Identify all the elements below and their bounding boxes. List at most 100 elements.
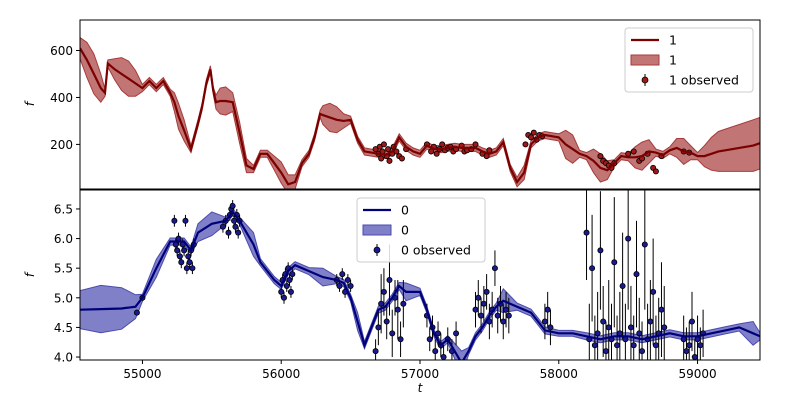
observed-point bbox=[686, 342, 693, 349]
mean-line bbox=[80, 210, 760, 360]
observed-point bbox=[393, 148, 400, 155]
x-axis-label: t bbox=[418, 381, 424, 395]
observed-point bbox=[433, 150, 440, 157]
observed-point bbox=[647, 318, 654, 325]
observed-point bbox=[232, 223, 239, 230]
top-legend: 1 1 1 observed bbox=[624, 27, 754, 93]
y-tick-label: 4.0 bbox=[54, 351, 73, 365]
observed-point bbox=[480, 300, 487, 307]
observed-point bbox=[394, 306, 401, 313]
observed-point bbox=[372, 348, 379, 355]
observed-point bbox=[622, 336, 629, 343]
observed-point bbox=[174, 247, 181, 254]
observed-point bbox=[400, 300, 407, 307]
x-tick-label: 58000 bbox=[540, 367, 578, 381]
observed-point bbox=[181, 247, 188, 254]
observed-point bbox=[600, 318, 607, 325]
observed-point bbox=[283, 282, 290, 289]
x-tick-label: 56000 bbox=[262, 367, 300, 381]
bottom-panel: 4.04.55.05.56.06.5 55000 56000 57000 58000 5… bbox=[23, 189, 761, 395]
top-y-axis-label: f bbox=[23, 100, 37, 106]
observed-point bbox=[589, 265, 596, 272]
observed-point bbox=[176, 253, 183, 260]
observed-point bbox=[689, 318, 696, 325]
observed-point bbox=[602, 348, 609, 355]
bottom-legend: 0 0 0 observed bbox=[356, 197, 486, 263]
observed-point bbox=[597, 153, 604, 160]
bottom-x-ticks: 55000 56000 57000 58000 59000 bbox=[123, 360, 717, 381]
observed-point bbox=[583, 229, 590, 236]
observed-point bbox=[278, 288, 285, 295]
observed-point bbox=[472, 141, 479, 148]
observed-point bbox=[594, 330, 601, 337]
x-tick-label: 57000 bbox=[401, 367, 439, 381]
observed-point bbox=[650, 288, 657, 295]
observed-point bbox=[625, 150, 632, 157]
top-axes-frame bbox=[79, 19, 761, 190]
observed-point bbox=[503, 306, 510, 313]
observed-point bbox=[491, 265, 498, 272]
observed-point bbox=[658, 306, 665, 313]
observed-point bbox=[494, 312, 501, 319]
observed-point bbox=[280, 294, 287, 301]
observed-point bbox=[439, 141, 446, 148]
y-tick-label: 5.5 bbox=[54, 262, 73, 276]
observed-point bbox=[398, 155, 405, 162]
legend-label: 1 bbox=[669, 33, 677, 48]
observed-point bbox=[680, 336, 687, 343]
mean-line bbox=[80, 47, 760, 186]
observed-point bbox=[378, 300, 385, 307]
observed-point bbox=[483, 288, 490, 295]
observed-point bbox=[683, 348, 690, 355]
observed-point bbox=[336, 282, 343, 289]
observed-point bbox=[380, 288, 387, 295]
observed-point bbox=[636, 330, 643, 337]
y-tick-label: 6.0 bbox=[54, 232, 73, 246]
observed-point bbox=[616, 330, 623, 337]
observed-point bbox=[475, 294, 482, 301]
observed-point bbox=[383, 318, 390, 325]
observed-point bbox=[229, 202, 236, 209]
observed-point bbox=[344, 277, 351, 284]
observed-point bbox=[697, 342, 704, 349]
bottom-mean-line bbox=[80, 210, 760, 360]
observed-point bbox=[611, 259, 618, 266]
observed-point bbox=[380, 141, 387, 148]
legend-box bbox=[356, 197, 486, 263]
observed-point bbox=[186, 259, 193, 266]
legend-label: 0 bbox=[401, 223, 409, 238]
y-tick-label: 6.5 bbox=[54, 202, 73, 216]
bottom-confidence-band bbox=[80, 207, 760, 360]
observed-point bbox=[547, 324, 554, 331]
observed-point bbox=[182, 217, 189, 224]
bottom-y-ticks: 4.0 4.5 5.0 5.5 6.0 6.5 bbox=[54, 202, 80, 365]
legend-label: 1 bbox=[669, 53, 677, 68]
observed-point bbox=[347, 282, 354, 289]
observed-point bbox=[694, 336, 701, 343]
observed-point bbox=[171, 217, 178, 224]
y-tick-label: 200 bbox=[50, 138, 73, 152]
top-confidence-band bbox=[80, 36, 760, 189]
observed-point bbox=[625, 235, 632, 242]
x-tick-label: 59000 bbox=[678, 367, 716, 381]
y-tick-label: 600 bbox=[50, 44, 73, 58]
legend-label: 0 bbox=[401, 203, 409, 218]
observed-point bbox=[287, 288, 294, 295]
observed-point bbox=[619, 282, 626, 289]
observed-point bbox=[432, 348, 439, 355]
observed-point bbox=[231, 217, 238, 224]
observed-point bbox=[652, 342, 659, 349]
observed-point bbox=[661, 324, 668, 331]
observed-point bbox=[339, 271, 346, 278]
observed-point bbox=[627, 324, 634, 331]
observed-point bbox=[385, 146, 392, 153]
observed-point bbox=[614, 342, 621, 349]
legend-label: 1 observed bbox=[669, 73, 739, 88]
observed-point bbox=[183, 265, 190, 272]
observed-point bbox=[478, 312, 485, 319]
observed-point bbox=[440, 354, 447, 360]
observed-point bbox=[530, 129, 537, 136]
observed-point bbox=[185, 253, 192, 260]
confidence-band-area bbox=[80, 207, 760, 360]
legend-label: 0 observed bbox=[401, 243, 471, 258]
